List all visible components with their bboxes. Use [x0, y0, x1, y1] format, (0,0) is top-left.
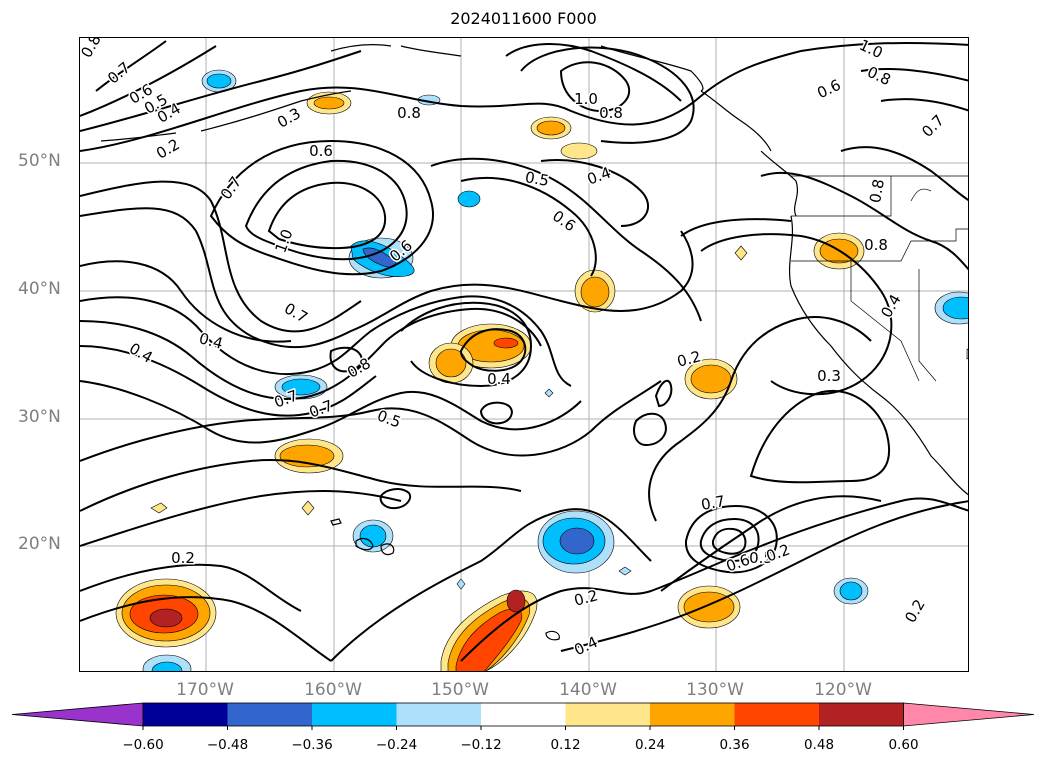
colorbar-tick-label: 0.36 — [719, 737, 750, 753]
contour-label: 0.7 — [281, 299, 311, 327]
contour-label: 0.3 — [817, 367, 841, 385]
graticule-grid — [80, 38, 968, 671]
contour-label: 0.2 — [901, 596, 929, 626]
colorbar-segment — [734, 703, 819, 726]
colorbar-tick-label: 0.12 — [550, 737, 581, 753]
contour-label: 0.4 — [877, 291, 905, 321]
contour-label: 0.6 — [814, 76, 843, 102]
colorbar-segment — [819, 703, 904, 726]
contour-label: 0.7 — [272, 386, 301, 411]
colorbar-tick-label: 0.24 — [634, 737, 666, 753]
contour-label: 0.2 — [171, 549, 195, 567]
contour-label: 0.8 — [80, 38, 105, 61]
contour-label: 0.8 — [864, 236, 888, 254]
colorbar-segment — [650, 703, 735, 726]
contour-label: 0.6 — [549, 207, 579, 235]
colorbar-tick-label: −0.24 — [375, 737, 418, 753]
longitude-label-140w: 140°W — [559, 680, 617, 700]
contour-label: 1.0 — [574, 90, 598, 108]
colorbar-tick-label: 0.60 — [888, 737, 919, 753]
contour-label: 0.5 — [524, 168, 551, 190]
latitude-label-30n: 30°N — [18, 407, 61, 427]
colorbar-tick-label: −0.12 — [460, 737, 502, 753]
contour-label: 1.0 — [856, 38, 885, 62]
state-borders — [791, 175, 968, 382]
colorbar-segment — [396, 703, 481, 726]
contour-label: 0.7 — [104, 58, 134, 87]
longitude-label-120w: 120°W — [814, 680, 872, 700]
colorbar-segment — [481, 703, 566, 726]
contour-label: 0.7 — [918, 111, 948, 141]
contour-label: 0.2 — [153, 135, 183, 163]
colorbar-segment — [565, 703, 650, 726]
map-plot-area[interactable]: 0.8 0.7 0.6 0.5 0.4 0.2 0.3 0.8 0.6 1.0 0.8 1.0 0.8 0… — [79, 37, 969, 672]
longitude-label-170w: 170°W — [176, 680, 234, 700]
contour-label: 0.8 — [397, 104, 421, 122]
map-canvas: 0.80.70.60.50.40.20.3 0.80.61.00.81.00.80… — [80, 38, 968, 671]
contour-label: 0.8 — [864, 63, 893, 89]
latitude-label-50n: 50°N — [18, 151, 61, 171]
colorbar — [11, 702, 1035, 730]
warm-blob-south-central — [440, 589, 538, 671]
longitude-label-130w: 130°W — [686, 680, 744, 700]
colorbar-tick-label: −0.48 — [206, 737, 249, 753]
coastlines — [100, 44, 968, 641]
contour-label: 0.5 — [375, 406, 404, 431]
colorbar-segment — [312, 703, 397, 726]
colorbar-segment — [143, 703, 228, 726]
contour-lines — [80, 40, 968, 662]
colorbar-extend-low — [11, 702, 144, 727]
colorbar-extend-high — [903, 702, 1035, 727]
contour-label: 0.8 — [599, 104, 623, 122]
contour-label: 0.4 — [197, 329, 225, 353]
cool-blob-subtropical — [537, 510, 615, 574]
warm-blob-southwest — [115, 578, 217, 648]
contour-label: 0.7 — [700, 492, 727, 514]
latitude-label-40n: 40°N — [18, 279, 61, 299]
colorbar-segments — [11, 702, 1035, 730]
map-title: 2024011600 F000 — [450, 9, 597, 28]
longitude-label-150w: 150°W — [431, 680, 489, 700]
latitude-label-20n: 20°N — [18, 534, 61, 554]
longitude-label-160w: 160°W — [304, 680, 362, 700]
contour-label: 0.6 — [309, 142, 333, 160]
contour-label: 0.4 — [571, 633, 600, 659]
contour-label: 0.5 — [749, 549, 773, 567]
colorbar-tick-label: −0.36 — [291, 737, 333, 753]
contour-label: 0.2 — [572, 586, 600, 610]
colorbar-segment — [227, 703, 312, 726]
colorbar-tick-label: 0.48 — [803, 737, 835, 753]
colorbar-tick-label: −0.60 — [122, 737, 164, 753]
contour-label: 0.8 — [866, 178, 888, 205]
contour-label: 0.4 — [126, 339, 156, 367]
contour-label: 0.4 — [487, 370, 511, 388]
